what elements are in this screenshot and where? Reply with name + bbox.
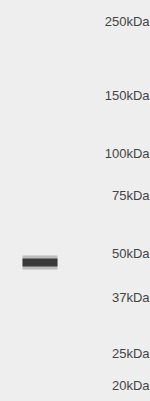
svg-text:250kDa: 250kDa — [105, 14, 150, 29]
svg-text:75kDa: 75kDa — [112, 188, 150, 203]
svg-text:25kDa: 25kDa — [112, 346, 150, 361]
svg-text:20kDa: 20kDa — [112, 378, 150, 393]
svg-text:50kDa: 50kDa — [112, 246, 150, 261]
svg-text:150kDa: 150kDa — [105, 88, 150, 103]
svg-text:37kDa: 37kDa — [112, 290, 150, 305]
svg-text:100kDa: 100kDa — [105, 146, 150, 161]
